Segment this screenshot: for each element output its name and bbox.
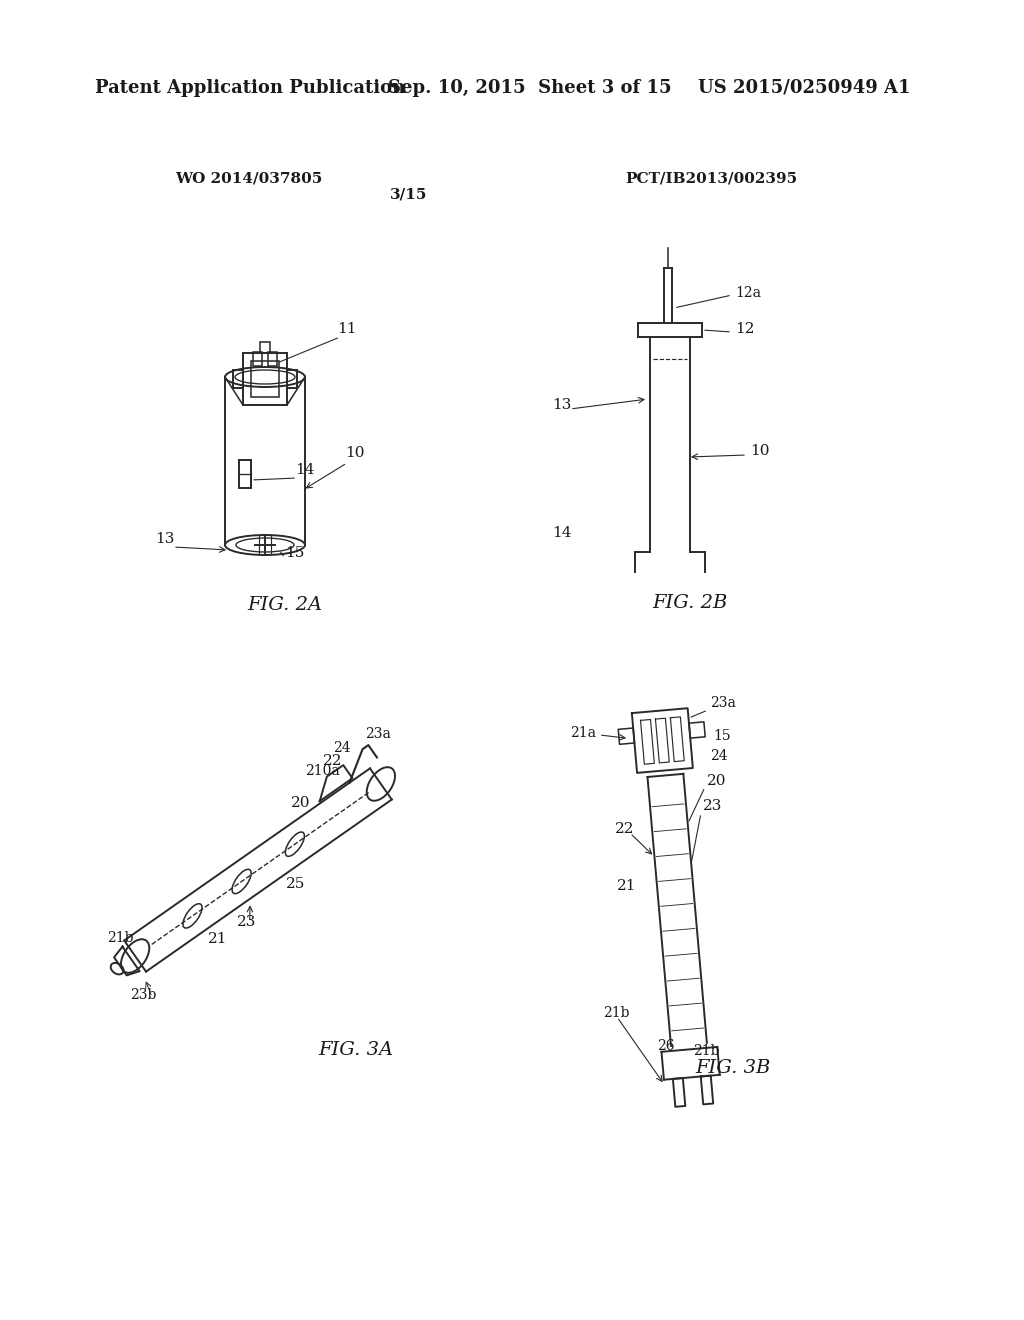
Bar — [268, 352, 278, 366]
Text: 23a: 23a — [365, 727, 390, 741]
Text: 14: 14 — [552, 525, 571, 540]
Text: Patent Application Publication: Patent Application Publication — [95, 79, 406, 96]
Text: 10: 10 — [750, 444, 769, 458]
Text: FIG. 2B: FIG. 2B — [652, 594, 727, 612]
Text: 14: 14 — [295, 463, 314, 477]
Bar — [251, 360, 279, 397]
Text: 26: 26 — [657, 1039, 675, 1053]
Bar — [253, 352, 262, 366]
Text: US 2015/0250949 A1: US 2015/0250949 A1 — [698, 79, 910, 96]
Text: 24: 24 — [333, 741, 350, 755]
Text: 210a: 210a — [305, 763, 339, 777]
Bar — [239, 459, 251, 488]
Text: 24: 24 — [710, 748, 728, 763]
Text: 21b: 21b — [108, 932, 134, 945]
Text: 12: 12 — [735, 322, 755, 337]
Text: 23: 23 — [703, 799, 722, 813]
Text: PCT/IB2013/002395: PCT/IB2013/002395 — [625, 172, 797, 185]
Text: 23a: 23a — [710, 696, 736, 710]
Text: 21b: 21b — [603, 1006, 630, 1020]
Text: 13: 13 — [155, 532, 174, 546]
Text: 23b: 23b — [130, 989, 157, 1002]
Text: Sep. 10, 2015  Sheet 3 of 15: Sep. 10, 2015 Sheet 3 of 15 — [388, 79, 672, 96]
Bar — [260, 342, 270, 352]
Text: 20: 20 — [707, 774, 726, 788]
Text: 15: 15 — [713, 729, 731, 743]
Text: 20: 20 — [292, 796, 311, 810]
Text: 21a: 21a — [570, 726, 625, 741]
Text: 25: 25 — [286, 876, 305, 891]
Text: FIG. 2A: FIG. 2A — [247, 597, 323, 614]
Text: 23: 23 — [237, 915, 256, 928]
Text: 3/15: 3/15 — [390, 187, 427, 202]
Text: FIG. 3A: FIG. 3A — [318, 1041, 393, 1059]
Text: 21: 21 — [208, 932, 227, 946]
Text: 21b: 21b — [693, 1044, 720, 1059]
Bar — [243, 352, 287, 405]
Text: 10: 10 — [345, 446, 365, 459]
Text: 22: 22 — [615, 822, 635, 836]
Text: 13: 13 — [552, 399, 571, 412]
Text: 15: 15 — [285, 546, 304, 560]
Text: FIG. 3B: FIG. 3B — [695, 1059, 770, 1077]
Text: 22: 22 — [323, 754, 342, 768]
Text: 12a: 12a — [735, 286, 761, 300]
Text: 21: 21 — [617, 879, 637, 894]
Text: WO 2014/037805: WO 2014/037805 — [175, 172, 323, 185]
Text: 11: 11 — [337, 322, 356, 337]
